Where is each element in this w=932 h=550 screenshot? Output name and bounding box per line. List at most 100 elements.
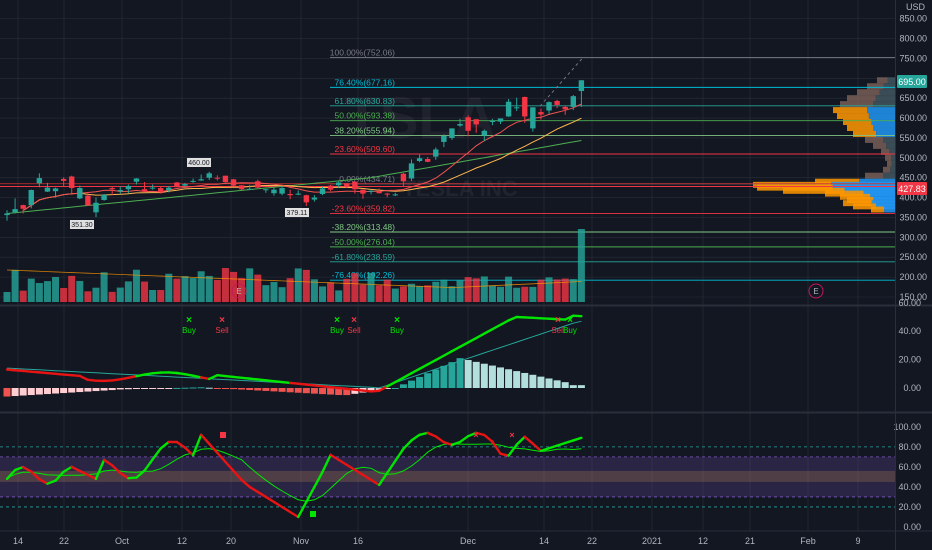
profile-bar-down [873, 124, 895, 131]
volume-bar [448, 286, 456, 302]
volume-bar [270, 281, 278, 302]
volume-bar [173, 278, 181, 302]
candle-body [416, 158, 423, 161]
volume-bar [221, 268, 229, 302]
rsi-line-segment [119, 471, 130, 480]
macd-line-segment [135, 373, 146, 378]
macd-histogram-bar [310, 388, 318, 394]
candle-body [505, 101, 512, 117]
profile-bar-down [871, 119, 895, 126]
profile-bar-up [853, 203, 877, 210]
rsi-line-segment [272, 500, 284, 509]
candle-body [182, 184, 188, 186]
macd-histogram-bar [537, 376, 545, 388]
candle-body [214, 177, 221, 179]
volume-bar [278, 287, 286, 302]
fib-level-label: -61.80%(238.59) [332, 252, 395, 262]
candle-body [287, 194, 293, 196]
callout-badge [187, 158, 211, 167]
volume-bar [335, 290, 343, 302]
fibonacci-levels[interactable]: 100.00%(752.06) 76.40%(677.16) 61.80%(630.… [0, 48, 895, 281]
macd-histogram-bar [27, 388, 35, 396]
last-price-badge [897, 75, 927, 88]
rsi-axis[interactable]: 100.00 80.00 60.00 40.00 20.00 0.00 [893, 422, 921, 532]
rsi-line-segment [572, 436, 583, 442]
candle-body [255, 181, 261, 188]
macd-histogram-bar [84, 388, 92, 392]
price-axis[interactable]: USD 850.00800.00750.00700.00650.00600.00… [899, 2, 927, 302]
time-tick-label: 14 [13, 536, 23, 546]
macd-line-segment [305, 383, 316, 387]
macd-histogram-bar [254, 388, 262, 391]
profile-bar-up [873, 142, 887, 149]
profile-bar-up [783, 187, 845, 194]
candle-body [222, 175, 229, 183]
macd-histogram-bar [3, 388, 11, 397]
macd-line-segment [345, 387, 357, 391]
volume-bar [383, 279, 391, 302]
candle-body [449, 128, 455, 138]
macd-histogram-bar [11, 388, 19, 397]
rsi-line-segment [369, 478, 381, 487]
profile-bar-up [825, 190, 864, 197]
price-tick-label: 750.00 [899, 53, 927, 63]
time-tick-label: 2021 [642, 536, 662, 546]
macd-line-segment [264, 379, 276, 383]
volume-bar [521, 286, 529, 302]
macd-histogram-bar [545, 378, 553, 388]
candle-body [141, 189, 148, 192]
macd-line-segment [402, 372, 413, 379]
callout-badge [285, 208, 309, 217]
rsi-line-segment [361, 473, 373, 482]
rsi-line-segment [297, 500, 308, 519]
macd-line-segment [232, 375, 243, 379]
candle-body [538, 112, 544, 115]
fib-level-label: 76.40%(677.16) [335, 77, 396, 87]
profile-bar-down [887, 77, 895, 84]
candle-body [125, 186, 132, 190]
profile-bar-up [847, 196, 874, 203]
fib-level-label: 61.80%(630.83) [335, 96, 396, 106]
profile-bar-up [871, 206, 885, 213]
currency-label: USD [906, 2, 926, 12]
fib-level-label: 100.00%(752.06) [330, 48, 395, 58]
time-tick-label: 21 [745, 536, 755, 546]
macd-line-segment [143, 372, 154, 376]
volume-ma-line [6, 269, 582, 289]
rsi-line-segment [183, 446, 195, 457]
rsi-line-segment [555, 441, 567, 447]
macd-line-segment [426, 358, 437, 366]
sell-signal-label: Sell [347, 326, 361, 335]
sell-signal-icon: × [555, 315, 561, 326]
candle-body [352, 181, 358, 190]
candle-body [311, 197, 318, 200]
macd-line-segment [450, 345, 462, 353]
macd-line-segment [442, 350, 454, 357]
macd-line-segment [280, 380, 292, 385]
candle-body [546, 102, 552, 111]
profile-bar-down [891, 160, 895, 167]
time-tick-label: 16 [353, 536, 363, 546]
fib-level-label: -76.40%(192.26) [332, 270, 395, 280]
candle-body [247, 188, 253, 190]
candle-body [319, 188, 326, 195]
rsi-line-segment [54, 470, 65, 482]
volume-bar [456, 280, 464, 302]
sell-signal-label: Sell [551, 326, 565, 335]
macd-line-segment [199, 376, 211, 381]
macd-line-segment [191, 374, 203, 379]
volume-bar [367, 272, 375, 302]
rsi-line-segment [321, 453, 332, 474]
candle-body [497, 118, 504, 122]
macd-line-segment [564, 314, 575, 321]
macd-line-segment [30, 370, 41, 374]
macd-line-segment [288, 381, 300, 385]
volume-bar [432, 281, 440, 302]
macd-axis[interactable]: 60.00 40.00 20.00 0.00 [898, 298, 921, 393]
price-tick-label: 450.00 [899, 173, 927, 183]
price-tick-label: 650.00 [899, 93, 927, 103]
volume-bar [124, 281, 132, 302]
